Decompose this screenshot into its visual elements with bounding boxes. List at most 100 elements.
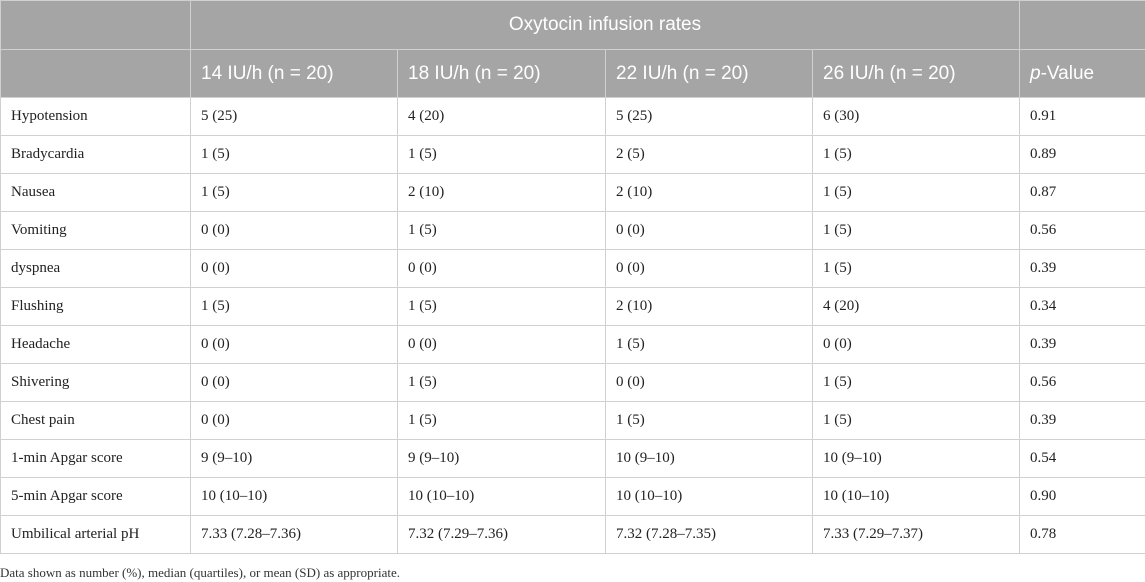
table-cell: 5 (25) [605,97,813,136]
empty-header-cell [1019,0,1145,50]
table-cell: 9 (9–10) [397,439,606,478]
table-cell: 0 (0) [605,249,813,288]
table-row: dyspnea 0 (0) 0 (0) 0 (0) 1 (5) 0.39 [0,249,1145,288]
table-cell: 0 (0) [811,325,1021,364]
table-cell: 1 (5) [811,173,1021,212]
row-label: Headache [0,325,191,364]
row-label: Chest pain [0,401,191,440]
table-cell: 1 (5) [605,401,813,440]
row-label: Shivering [0,363,191,402]
table-cell: 1 (5) [605,325,813,364]
pvalue-cell: 0.56 [1019,211,1145,250]
table-cell: 1 (5) [811,363,1021,402]
column-header: 18 IU/h (n = 20) [397,49,606,98]
table-row: Nausea 1 (5) 2 (10) 2 (10) 1 (5) 0.87 [0,173,1145,212]
table-cell: 6 (30) [811,97,1021,136]
table-cell: 0 (0) [397,325,606,364]
pvalue-header-p: p [1030,62,1041,84]
table-cell: 1 (5) [811,401,1021,440]
pvalue-cell: 0.54 [1019,439,1145,478]
table-cell: 10 (10–10) [397,477,606,516]
table-cell: 0 (0) [190,401,398,440]
table-cell: 7.33 (7.29–7.37) [811,515,1021,554]
table-cell: 1 (5) [397,211,606,250]
table-cell: 10 (9–10) [811,439,1021,478]
table-footnote: Data shown as number (%), median (quarti… [0,565,400,580]
table-cell: 0 (0) [605,211,813,250]
table-cell: 10 (10–10) [605,477,813,516]
table-cell: 5 (25) [190,97,398,136]
pvalue-cell: 0.87 [1019,173,1145,212]
row-label: Hypotension [0,97,191,136]
table-row: 5-min Apgar score 10 (10–10) 10 (10–10) 10 … [0,477,1145,516]
empty-header-cell [0,49,191,98]
table-cell: 2 (5) [605,135,813,174]
row-label: 1-min Apgar score [0,439,191,478]
table-cell: 2 (10) [397,173,606,212]
row-label: Umbilical arterial pH [0,515,191,554]
pvalue-cell: 0.90 [1019,477,1145,516]
table-cell: 7.33 (7.28–7.36) [190,515,398,554]
table-body: Hypotension 5 (25) 4 (20) 5 (25) 6 (30) 0.91 B… [0,97,1145,554]
table-cell: 10 (10–10) [811,477,1021,516]
table-cell: 0 (0) [190,363,398,402]
pvalue-cell: 0.39 [1019,325,1145,364]
table-cell: 0 (0) [190,249,398,288]
empty-header-cell [0,0,191,50]
table-cell: 7.32 (7.29–7.36) [397,515,606,554]
table-cell: 1 (5) [397,287,606,326]
table-cell: 1 (5) [397,401,606,440]
table-cell: 4 (20) [811,287,1021,326]
column-header: 22 IU/h (n = 20) [605,49,813,98]
table-cell: 1 (5) [811,211,1021,250]
oxytocin-rates-header: Oxytocin infusion rates [189,0,1021,50]
pvalue-cell: 0.34 [1019,287,1145,326]
column-header: 26 IU/h (n = 20) [811,49,1021,98]
row-label: Flushing [0,287,191,326]
pvalue-cell: 0.78 [1019,515,1145,554]
table-row: Hypotension 5 (25) 4 (20) 5 (25) 6 (30) 0.91 [0,97,1145,136]
table-cell: 10 (9–10) [605,439,813,478]
table-cell: 0 (0) [190,211,398,250]
table-cell: 1 (5) [190,287,398,326]
table-cell: 0 (0) [605,363,813,402]
pvalue-header: p-Value [1019,49,1145,98]
table-row: Shivering 0 (0) 1 (5) 0 (0) 1 (5) 0.56 [0,363,1145,402]
column-header: 14 IU/h (n = 20) [190,49,398,98]
pvalue-cell: 0.89 [1019,135,1145,174]
row-label: Vomiting [0,211,191,250]
table-cell: 1 (5) [190,135,398,174]
table-cell: 7.32 (7.28–7.35) [605,515,813,554]
table-row: Umbilical arterial pH 7.33 (7.28–7.36) 7.3… [0,515,1145,554]
table-cell: 2 (10) [605,287,813,326]
table-row: Chest pain 0 (0) 1 (5) 1 (5) 1 (5) 0.39 [0,401,1145,440]
row-label: Bradycardia [0,135,191,174]
pvalue-cell: 0.56 [1019,363,1145,402]
pvalue-cell: 0.91 [1019,97,1145,136]
table-row: Bradycardia 1 (5) 1 (5) 2 (5) 1 (5) 0.89 [0,135,1145,174]
table-cell: 0 (0) [190,325,398,364]
table-cell: 0 (0) [397,249,606,288]
table-row: Headache 0 (0) 0 (0) 1 (5) 0 (0) 0.39 [0,325,1145,364]
table-cell: 1 (5) [811,249,1021,288]
table-cell: 1 (5) [397,135,606,174]
table-cell: 9 (9–10) [190,439,398,478]
table-cell: 10 (10–10) [190,477,398,516]
pvalue-cell: 0.39 [1019,401,1145,440]
row-label: 5-min Apgar score [0,477,191,516]
pvalue-cell: 0.39 [1019,249,1145,288]
row-label: dyspnea [0,249,191,288]
adverse-events-table: Oxytocin infusion rates 14 IU/h (n = 20)… [0,0,1145,554]
pvalue-header-rest: -Value [1040,62,1095,84]
group-header-row: Oxytocin infusion rates [0,0,1145,50]
row-label: Nausea [0,173,191,212]
table-cell: 1 (5) [397,363,606,402]
column-header-row: 14 IU/h (n = 20) 18 IU/h (n = 20) 22 IU/… [0,49,1145,98]
table-row: 1-min Apgar score 9 (9–10) 9 (9–10) 10 (9–1… [0,439,1145,478]
table-row: Flushing 1 (5) 1 (5) 2 (10) 4 (20) 0.34 [0,287,1145,326]
table-cell: 1 (5) [190,173,398,212]
table-row: Vomiting 0 (0) 1 (5) 0 (0) 1 (5) 0.56 [0,211,1145,250]
table-cell: 2 (10) [605,173,813,212]
table-cell: 1 (5) [811,135,1021,174]
table-cell: 4 (20) [397,97,606,136]
